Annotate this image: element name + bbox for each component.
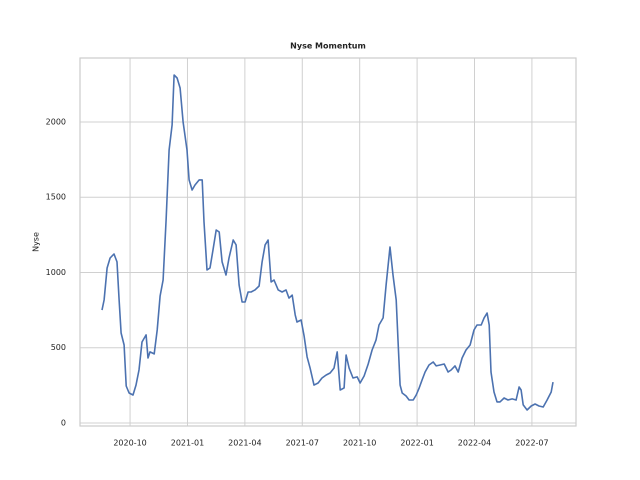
- y-tick-label: 500: [51, 343, 66, 352]
- y-tick-label: 1500: [46, 193, 66, 202]
- x-tick-label: 2020-10: [113, 439, 146, 448]
- y-tick-label: 0: [61, 418, 66, 427]
- plot-frame: [79, 57, 577, 427]
- x-tick-label: 2021-07: [286, 439, 319, 448]
- x-tick-label: 2021-01: [171, 439, 204, 448]
- x-tick-label: 2021-04: [228, 439, 261, 448]
- x-tick-label: 2021-10: [343, 439, 376, 448]
- y-tick-label: 1000: [46, 268, 66, 277]
- x-tick-label: 2022-07: [515, 439, 548, 448]
- y-tick-label: 2000: [46, 117, 66, 126]
- x-tick-label: 2022-01: [400, 439, 433, 448]
- x-tick-label: 2022-04: [458, 439, 491, 448]
- data-line: [101, 74, 554, 411]
- chart-title: Nyse Momentum: [290, 42, 366, 51]
- y-axis-label: Nyse: [32, 232, 41, 252]
